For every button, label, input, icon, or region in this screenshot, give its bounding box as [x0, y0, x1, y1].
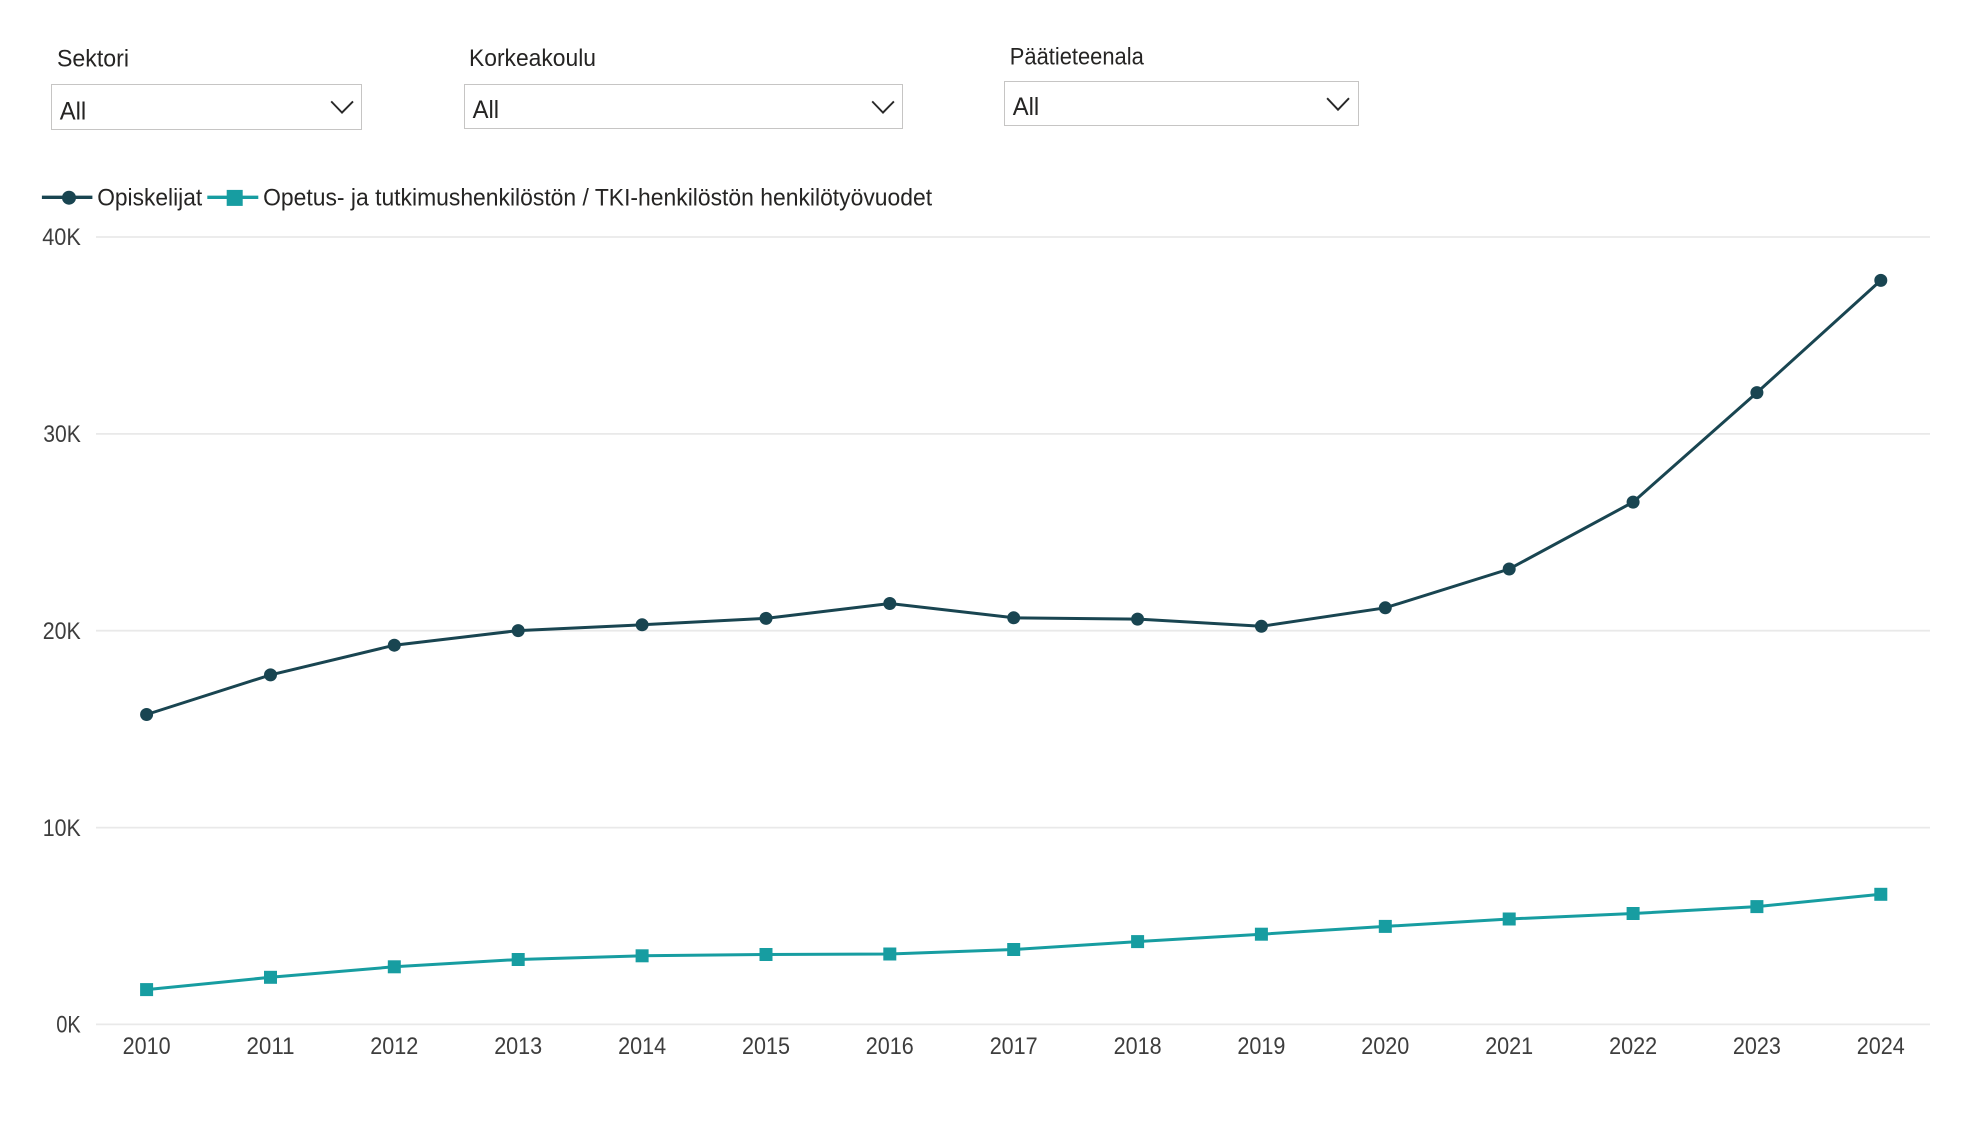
svg-text:2023: 2023 — [1733, 1033, 1781, 1060]
svg-text:Sektori: Sektori — [57, 46, 129, 73]
svg-text:Opiskelijat: Opiskelijat — [97, 184, 202, 211]
svg-text:2018: 2018 — [1114, 1033, 1162, 1060]
svg-text:2017: 2017 — [990, 1033, 1038, 1060]
svg-text:Päätieteenala: Päätieteenala — [1010, 44, 1145, 71]
svg-text:2024: 2024 — [1857, 1033, 1905, 1060]
svg-text:2012: 2012 — [370, 1033, 418, 1060]
svg-text:Opetus- ja tutkimushenkilöstön: Opetus- ja tutkimushenkilöstön / TKI-hen… — [263, 184, 932, 211]
svg-text:All: All — [473, 96, 500, 124]
svg-text:30K: 30K — [43, 421, 81, 448]
svg-text:2016: 2016 — [866, 1033, 914, 1060]
svg-text:0K: 0K — [56, 1012, 81, 1039]
svg-text:2011: 2011 — [247, 1033, 295, 1060]
svg-text:40K: 40K — [42, 224, 81, 251]
svg-text:2014: 2014 — [618, 1033, 666, 1060]
svg-text:All: All — [60, 98, 86, 126]
svg-text:All: All — [1013, 93, 1039, 121]
svg-text:2020: 2020 — [1361, 1033, 1409, 1060]
svg-text:2010: 2010 — [123, 1033, 171, 1060]
svg-text:Korkeakoulu: Korkeakoulu — [469, 45, 596, 72]
svg-text:20K: 20K — [43, 618, 82, 645]
svg-text:2013: 2013 — [494, 1033, 542, 1060]
svg-text:10K: 10K — [43, 815, 82, 842]
svg-text:2022: 2022 — [1609, 1033, 1657, 1060]
svg-text:2015: 2015 — [742, 1033, 790, 1060]
svg-text:2019: 2019 — [1237, 1033, 1285, 1060]
svg-text:2021: 2021 — [1485, 1033, 1533, 1060]
